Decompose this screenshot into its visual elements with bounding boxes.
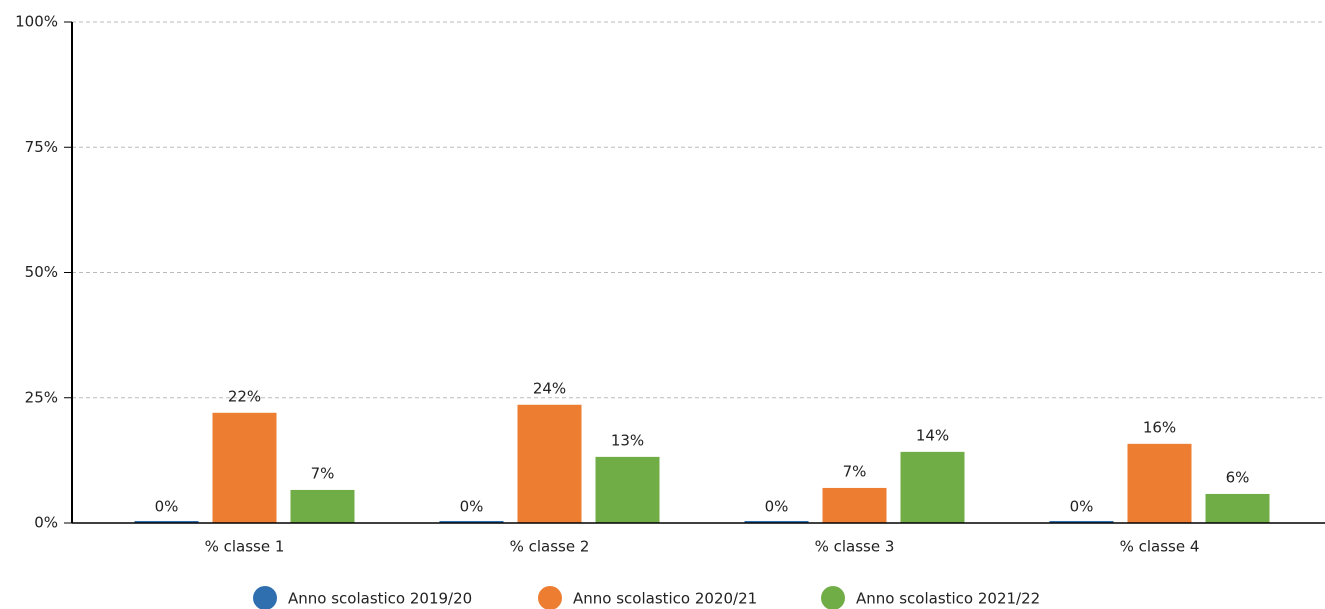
- bar: [744, 521, 809, 523]
- value-label: 7%: [311, 464, 335, 482]
- bar: [517, 404, 582, 523]
- x-tick-label: % classe 3: [815, 538, 895, 556]
- legend-label: Anno scolastico 2021/22: [856, 590, 1040, 608]
- bar: [290, 489, 355, 523]
- x-tick-label: % classe 2: [510, 538, 590, 556]
- bar: [212, 412, 277, 523]
- value-label: 0%: [155, 498, 179, 516]
- value-label: 24%: [533, 379, 566, 397]
- value-label: 22%: [228, 387, 261, 405]
- value-label: 0%: [460, 498, 484, 516]
- bar: [1127, 443, 1192, 523]
- x-tick-label: % classe 4: [1120, 538, 1200, 556]
- bar: [134, 521, 199, 523]
- value-label: 0%: [1070, 498, 1094, 516]
- y-tick-label: 100%: [15, 13, 58, 31]
- value-label: 6%: [1226, 468, 1250, 486]
- y-tick-label: 0%: [34, 514, 58, 532]
- y-tick-label: 50%: [25, 263, 58, 281]
- bar: [900, 451, 965, 523]
- bar: [1049, 521, 1114, 523]
- legend-marker: [821, 586, 845, 609]
- legend-label: Anno scolastico 2020/21: [573, 590, 757, 608]
- y-tick-label: 25%: [25, 388, 58, 406]
- legend-marker: [253, 586, 277, 609]
- bar: [595, 456, 660, 523]
- value-label: 16%: [1143, 418, 1176, 436]
- value-label: 14%: [916, 426, 949, 444]
- value-label: 7%: [843, 462, 867, 480]
- bar: [822, 487, 887, 523]
- value-label: 13%: [611, 431, 644, 449]
- legend-label: Anno scolastico 2019/20: [288, 590, 472, 608]
- x-tick-label: % classe 1: [205, 538, 285, 556]
- value-label: 0%: [765, 498, 789, 516]
- bar: [1205, 493, 1270, 523]
- bar: [439, 521, 504, 523]
- legend-marker: [538, 586, 562, 609]
- y-tick-label: 75%: [25, 138, 58, 156]
